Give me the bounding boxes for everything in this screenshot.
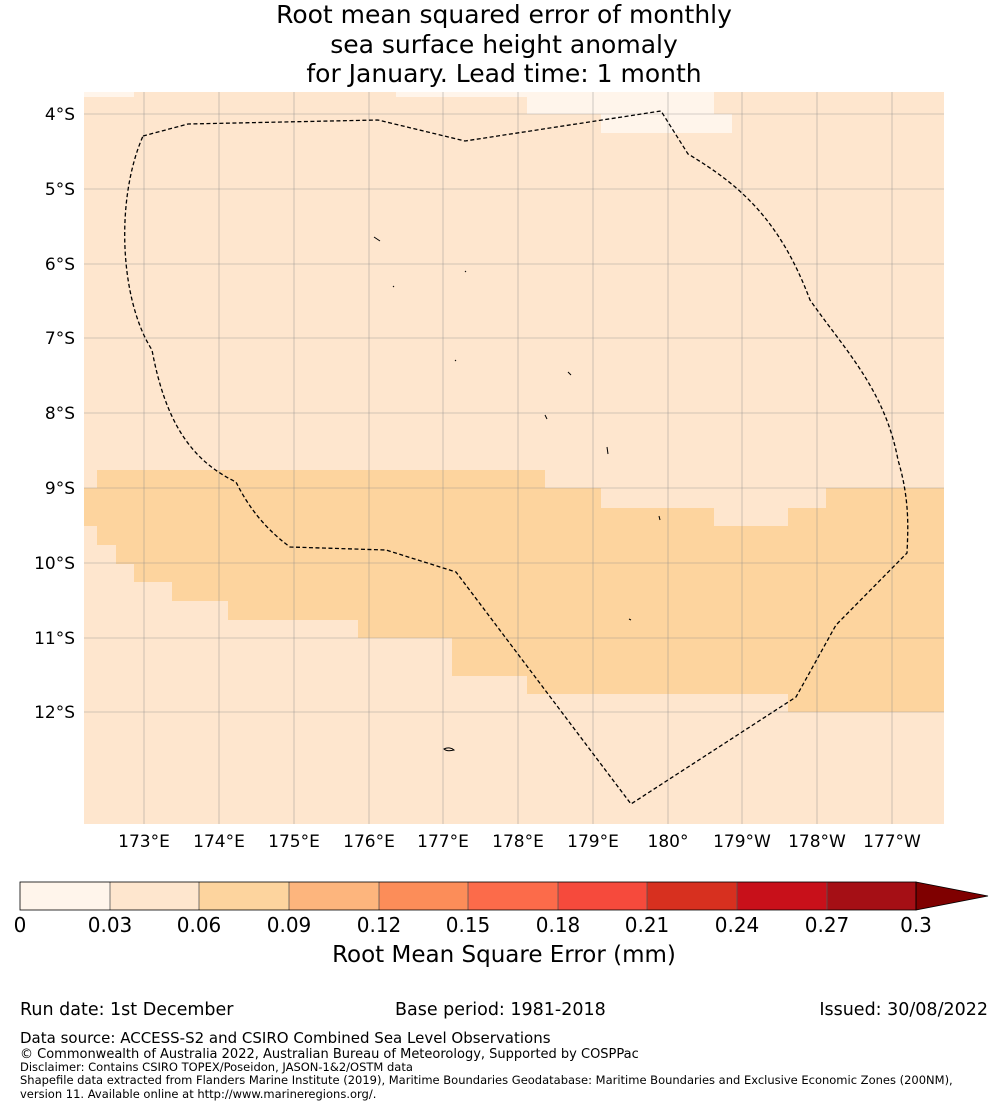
data-source: Data source: ACCESS-S2 and CSIRO Combine… (20, 1029, 551, 1047)
island (464, 270, 467, 273)
colorbar-bin (827, 882, 916, 910)
lat-tick-label: 6°S (45, 255, 75, 275)
lon-tick-label: 174°E (193, 832, 245, 852)
lat-tick-label: 7°S (45, 329, 75, 349)
map-figure: 4°S 5°S 6°S 7°S 8°S 9°S 10°S 11°S 12°S 1… (14, 92, 989, 937)
title-line-2: sea surface height anomaly (330, 29, 678, 59)
eez-boundary (124, 110, 909, 805)
rmse-cell-low (601, 114, 732, 133)
island (373, 236, 381, 242)
footer-meta-row: Run date: 1st December Base period: 1981… (20, 1000, 988, 1022)
shapefile-credit-line-2: version 11. Available online at http://w… (20, 1087, 377, 1101)
island (567, 371, 572, 376)
rmse-cell-low (714, 508, 788, 526)
colorbar-tick-label: 0.15 (446, 913, 491, 937)
rmse-cell-low (527, 97, 714, 114)
colorbar-label: Root Mean Square Error (mm) (332, 942, 676, 968)
colorbar-bin (289, 882, 379, 910)
colorbar-bin (558, 882, 647, 910)
rmse-field (84, 92, 944, 824)
lon-tick-label: 177°W (863, 832, 921, 852)
island (658, 515, 661, 521)
lat-tick-label: 12°S (34, 703, 75, 723)
title-line-1: Root mean squared error of monthly (276, 0, 732, 29)
lon-tick-label: 178°W (788, 832, 846, 852)
colorbar: 0 0.03 0.06 0.09 0.12 0.15 0.18 0.21 0.2… (14, 881, 989, 937)
colorbar-bin (468, 882, 558, 910)
colorbar-bin (199, 882, 289, 910)
islands (373, 236, 661, 752)
island (443, 747, 455, 752)
colorbar-extend-arrow (915, 881, 989, 911)
colorbar-bin (737, 882, 827, 910)
colorbar-tick-label: 0.24 (715, 913, 760, 937)
colorbar-bin (647, 882, 737, 910)
lon-tick-label: 173°E (118, 832, 170, 852)
lon-tick-label: 177°E (417, 832, 469, 852)
island (544, 414, 548, 420)
lat-tick-label: 5°S (45, 180, 75, 200)
island (392, 285, 395, 288)
colorbar-tick-label: 0.06 (177, 913, 222, 937)
run-date: Run date: 1st December (20, 1000, 234, 1020)
lon-tick-label: 179°W (713, 832, 771, 852)
colorbar-tick-label: 0.27 (805, 913, 850, 937)
lon-axis: 173°E 174°E 175°E 176°E 177°E 178°E 179°… (118, 832, 921, 852)
colorbar-frame (19, 881, 917, 911)
colorbar-tick-label: 0 (14, 913, 27, 937)
lat-axis: 4°S 5°S 6°S 7°S 8°S 9°S 10°S 11°S 12°S (34, 105, 75, 723)
base-period: Base period: 1981-2018 (395, 1000, 606, 1020)
gridlines (84, 92, 944, 824)
colorbar-tick-label: 0.3 (900, 913, 932, 937)
rmse-cell-low (84, 92, 134, 97)
island (454, 359, 457, 362)
lon-tick-label: 179°E (567, 832, 619, 852)
copyright: © Commonwealth of Australia 2022, Austra… (20, 1047, 639, 1062)
lat-tick-label: 11°S (34, 629, 75, 649)
shapefile-credit-line-1: Shapefile data extracted from Flanders M… (20, 1073, 953, 1087)
lon-tick-label: 175°E (268, 832, 320, 852)
map-title: Root mean squared error of monthly sea s… (0, 0, 1008, 89)
colorbar-bin (20, 882, 110, 910)
lat-tick-label: 10°S (34, 554, 75, 574)
lon-tick-label: 178°E (492, 832, 544, 852)
colorbar-dividers (109, 882, 828, 910)
rmse-cell-low (396, 92, 714, 97)
colorbar-tick-label: 0.03 (88, 913, 133, 937)
island (606, 446, 609, 455)
rmse-cell-low (601, 488, 826, 508)
colorbar-bin (110, 882, 199, 910)
colorbar-tick-label: 0.12 (357, 913, 402, 937)
colorbar-tick-label: 0.09 (267, 913, 312, 937)
lat-tick-label: 4°S (45, 105, 75, 125)
rmse-band-mid (84, 470, 944, 712)
lon-tick-label: 180° (648, 832, 689, 852)
colorbar-bin (379, 882, 468, 910)
title-line-3: for January. Lead time: 1 month (306, 59, 702, 88)
lat-tick-label: 8°S (45, 404, 75, 424)
rmse-background (84, 92, 944, 824)
lon-tick-label: 176°E (343, 832, 395, 852)
disclaimer: Disclaimer: Contains CSIRO TOPEX/Poseido… (20, 1060, 413, 1074)
island (628, 618, 632, 621)
colorbar-tick-label: 0.18 (536, 913, 581, 937)
colorbar-tick-label: 0.21 (625, 913, 670, 937)
issued-date: Issued: 30/08/2022 (819, 1000, 988, 1020)
lat-tick-label: 9°S (45, 479, 75, 499)
